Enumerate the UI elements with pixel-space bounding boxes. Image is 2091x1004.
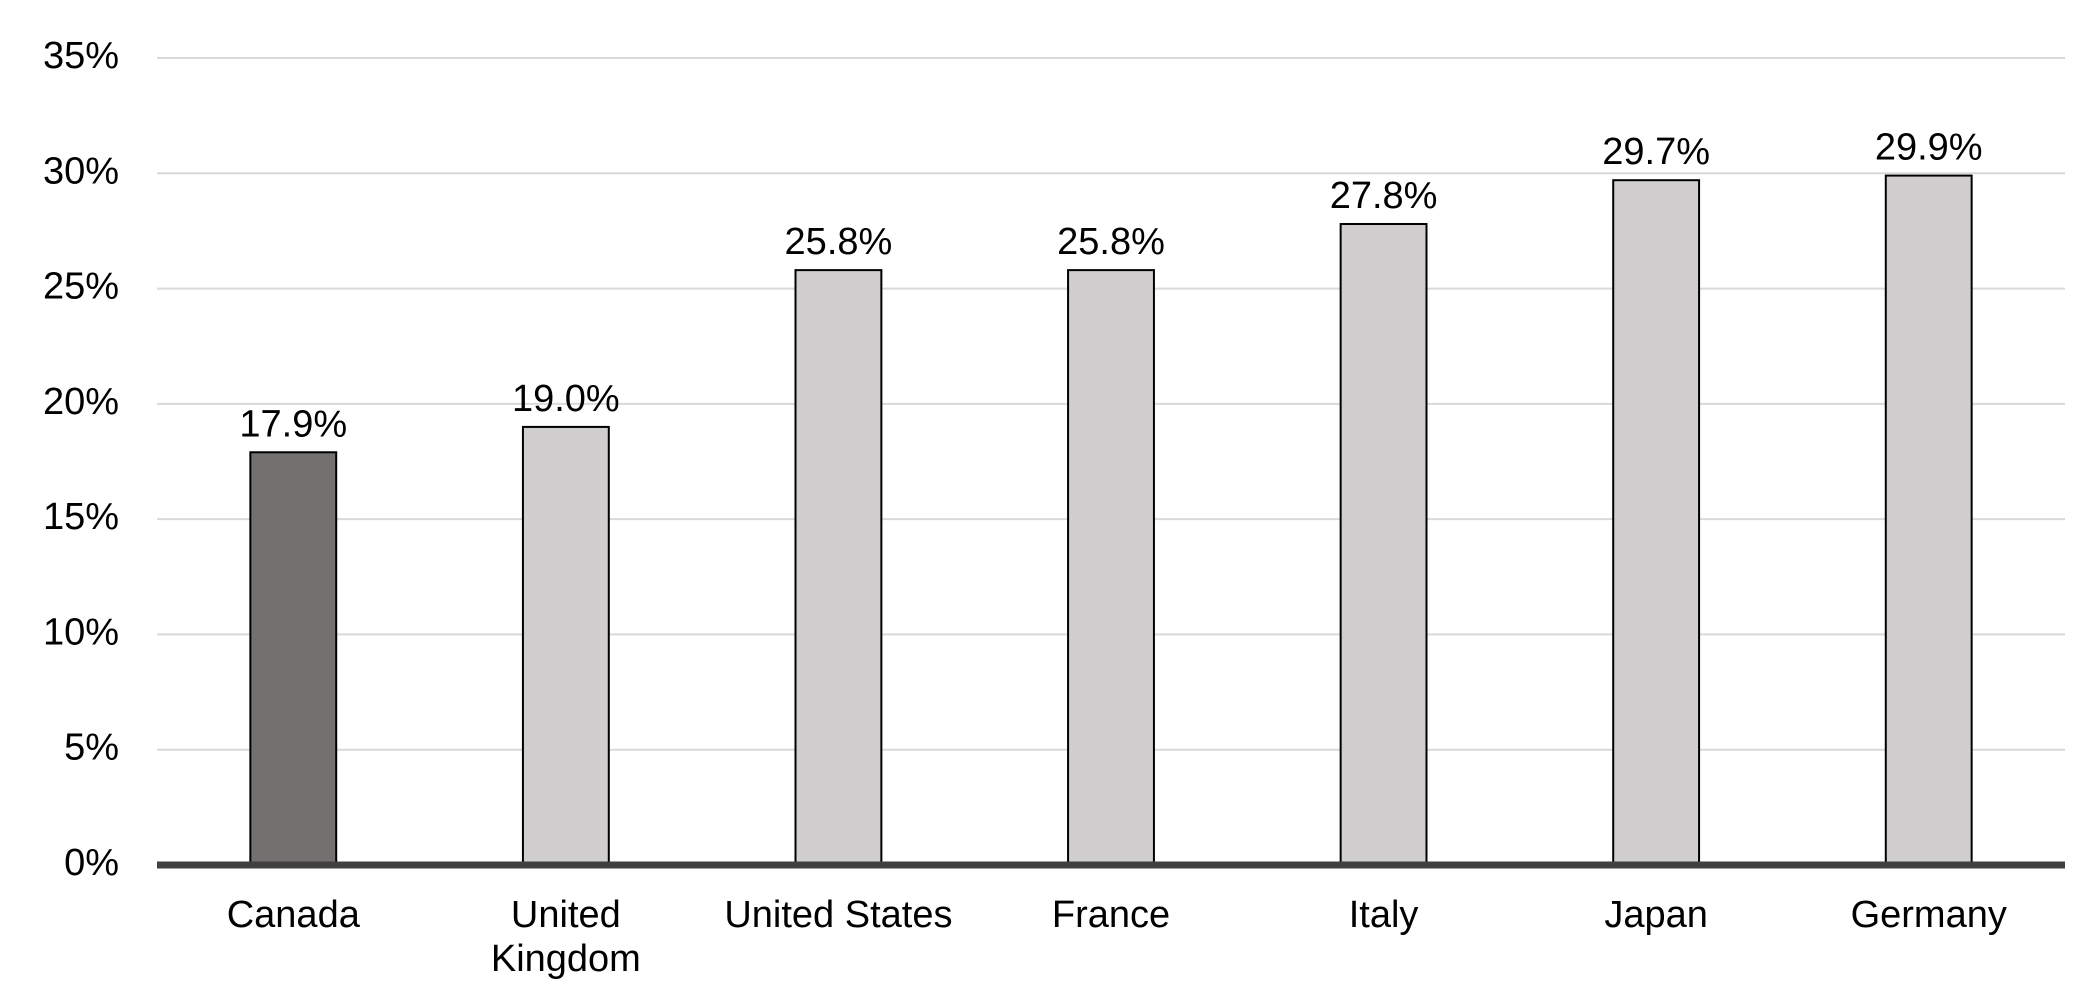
bar	[1612, 179, 1701, 866]
x-tick-label: Canada	[226, 894, 360, 936]
x-tick-label: France	[1051, 894, 1171, 936]
y-tick-label: 15%	[43, 496, 119, 538]
y-tick-label: 30%	[43, 150, 119, 192]
bar	[1884, 174, 1973, 866]
y-tick-label: 0%	[64, 842, 119, 884]
value-label: 29.7%	[1602, 131, 1710, 173]
bar	[794, 269, 883, 866]
x-tick-label: Germany	[1850, 894, 2007, 936]
value-label: 25.8%	[785, 221, 893, 263]
value-label: 25.8%	[1057, 221, 1165, 263]
y-tick-label: 25%	[43, 266, 119, 308]
value-label: 27.8%	[1330, 175, 1438, 217]
bar	[1067, 269, 1155, 866]
x-tick-label: United States	[724, 894, 953, 936]
value-label: 19.0%	[512, 378, 620, 420]
x-tick-label: United Kingdom	[490, 894, 641, 980]
bar	[249, 451, 338, 866]
x-tick-label: Japan	[1604, 894, 1708, 936]
bar	[521, 425, 610, 866]
value-label: 17.9%	[239, 403, 347, 445]
y-tick-label: 35%	[43, 35, 119, 77]
y-tick-label: 5%	[64, 727, 119, 769]
x-tick-label: Italy	[1348, 894, 1419, 936]
y-tick-label: 20%	[43, 381, 119, 423]
y-tick-label: 10%	[43, 611, 119, 653]
bar	[1339, 223, 1428, 867]
value-label: 29.9%	[1875, 127, 1983, 169]
